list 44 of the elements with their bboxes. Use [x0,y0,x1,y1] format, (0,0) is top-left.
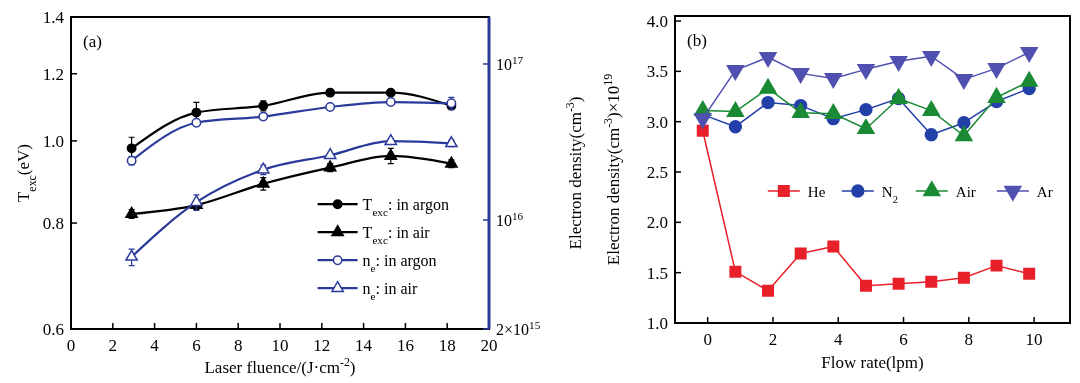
y-tick-label: 1.4 [42,8,65,27]
x-tick-label: 4 [833,330,843,349]
legend-label: Ar [1036,183,1053,200]
legend-label: Air [955,183,976,200]
y-tick-label: 4.0 [646,12,668,32]
y-tick-label: 2×10$^{15}$ [496,319,541,338]
y-tick-label: 0.6 [42,320,64,339]
legend-label: n$_{e}$: in air [362,280,419,303]
x-axis-title: Laser fluence/(J·cm$^{-2}$) [204,355,356,377]
legend-label: N$_{2}$ [881,183,898,205]
annotation: (b) [687,31,707,50]
x-tick-label: 8 [233,336,243,355]
y-tick-label: 1.0 [42,131,64,151]
annotation: (a) [83,32,102,51]
legend-label: T$_{exc}$: in air [362,224,431,247]
x-tick-label: 12 [313,336,331,355]
x-tick-label: 14 [355,336,373,355]
legend-label: T$_{exc}$: in argon [362,196,449,219]
y-tick-label: 2.0 [646,213,668,233]
x-tick-label: 20 [480,336,498,355]
x-tick-label: 10 [1025,330,1043,349]
y-tick-label: 1.5 [646,263,668,283]
x-tick-label: 8 [964,330,974,349]
y-tick-label: 0.8 [42,214,64,234]
x-tick-label: 4 [150,336,160,355]
y-tick-label: 1.0 [646,314,668,333]
legend-label: He [807,183,826,200]
x-tick-label: 0 [66,336,76,355]
x-tick-label: 10 [271,336,289,355]
legend-label: n$_{e}$: in argon [362,252,437,275]
x-tick-label: 16 [396,336,414,355]
y-tick-label: 1.2 [42,64,64,84]
y-tick-label: 10$^{16}$ [496,209,524,229]
y-tick-label: 3.0 [646,112,668,132]
x-tick-label: 2 [108,336,118,355]
x-tick-label: 6 [899,330,908,349]
x-tick-label: 6 [192,336,201,355]
y-tick-label: 2.5 [646,163,668,183]
y-tick-label: 3.5 [646,62,668,82]
x-tick-label: 18 [438,336,456,355]
x-axis-title: Flow rate(lpm) [821,353,924,372]
x-tick-label: 0 [703,330,712,349]
y-tick-label: 10$^{17}$ [496,53,524,73]
x-tick-label: 2 [768,330,778,349]
